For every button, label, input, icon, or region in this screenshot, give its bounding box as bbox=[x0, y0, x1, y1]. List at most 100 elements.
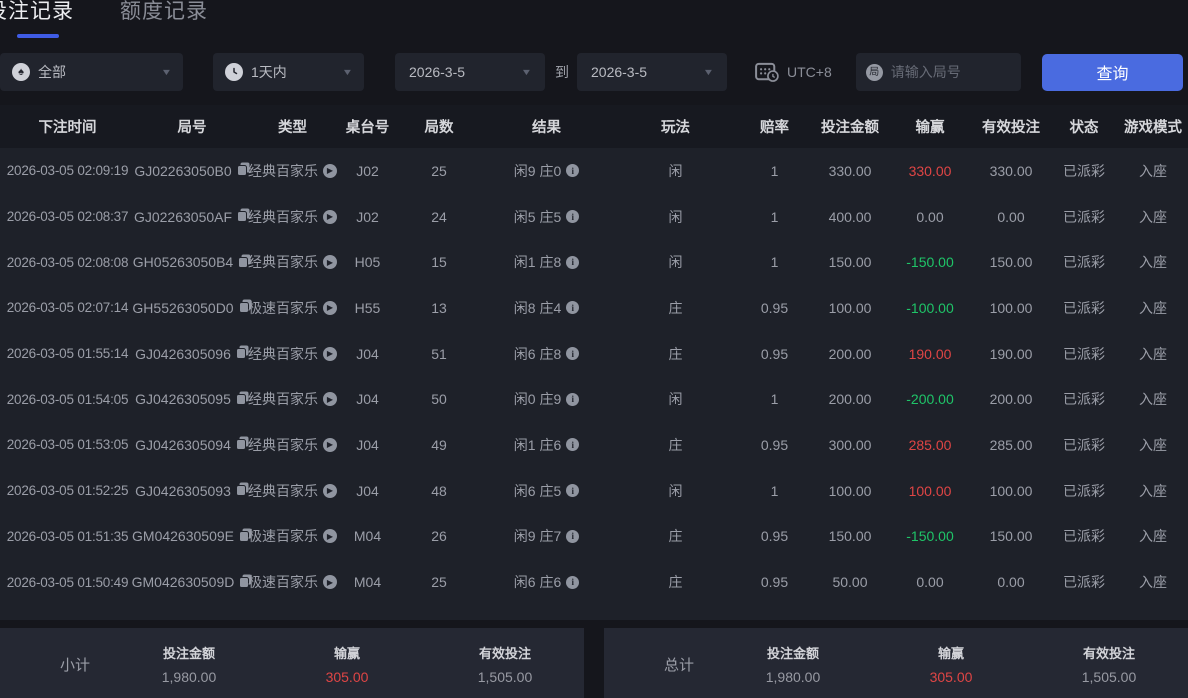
cell-valid-bet: 285.00 bbox=[989, 436, 1033, 453]
cell-table-no: J04 bbox=[356, 391, 379, 408]
cell-round-id: GJ0426305094 bbox=[135, 422, 249, 468]
cell-winloss: -100.00 bbox=[906, 299, 954, 316]
copy-icon[interactable] bbox=[238, 528, 252, 545]
copy-icon[interactable] bbox=[235, 482, 249, 499]
time-range-select[interactable]: 1天内 ▼ bbox=[213, 53, 364, 91]
info-icon[interactable]: i bbox=[566, 210, 580, 224]
cell-play: 闲 bbox=[668, 254, 683, 271]
cell-odds: 1 bbox=[770, 254, 779, 271]
round-id-text: GM042630509E bbox=[132, 528, 234, 545]
play-icon[interactable]: ▶ bbox=[323, 163, 337, 178]
date-from-value: 2026-3-5 bbox=[409, 64, 466, 80]
tab-bet-records[interactable]: 投注记录 bbox=[0, 0, 74, 45]
cell-bet-time: 2026-03-05 02:07:14 bbox=[6, 300, 129, 316]
info-icon[interactable]: i bbox=[566, 484, 580, 498]
copy-icon[interactable] bbox=[236, 162, 250, 179]
cell-table-no: J04 bbox=[356, 482, 379, 499]
copy-icon[interactable] bbox=[237, 208, 250, 225]
copy-icon[interactable] bbox=[235, 345, 249, 362]
summary-row: 小计 投注金额 1,980.00 输赢 305.00 有效投注 1,505.00… bbox=[0, 627, 1188, 698]
info-icon[interactable]: i bbox=[566, 575, 580, 589]
round-id-text: GM042630509D bbox=[131, 574, 235, 591]
result-text: 闲6 庄5 bbox=[513, 482, 562, 499]
cell-round-id: GH05263050B4 bbox=[133, 239, 251, 285]
cell-table-no: M04 bbox=[353, 528, 382, 545]
date-to-label: 到 bbox=[555, 64, 569, 80]
round-number-input[interactable] bbox=[890, 64, 1011, 80]
col-valid-bet: 有效投注 bbox=[982, 120, 1040, 136]
type-text: 经典百家乐 bbox=[248, 391, 318, 408]
cell-odds: 0.95 bbox=[760, 299, 789, 316]
chevron-down-icon: ▼ bbox=[341, 67, 354, 77]
copy-icon[interactable] bbox=[239, 574, 252, 591]
chevron-down-icon: ▼ bbox=[702, 67, 715, 77]
table-row: 2026-03-05 02:07:14 GH55263050D0 极速百家乐 ▶… bbox=[0, 285, 1188, 331]
play-icon[interactable]: ▶ bbox=[323, 575, 337, 590]
play-icon[interactable]: ▶ bbox=[323, 346, 337, 361]
date-to-value: 2026-3-5 bbox=[591, 64, 648, 80]
copy-icon[interactable] bbox=[235, 436, 249, 453]
play-icon[interactable]: ▶ bbox=[323, 437, 337, 452]
cell-valid-bet: 100.00 bbox=[989, 482, 1033, 499]
play-icon[interactable]: ▶ bbox=[323, 209, 337, 224]
cell-result: 闲9 庄0 i bbox=[479, 148, 614, 194]
cell-odds: 0.95 bbox=[760, 345, 789, 362]
total-valid-bet: 有效投注 1,505.00 bbox=[1081, 646, 1137, 686]
cell-type: 经典百家乐 ▶ bbox=[248, 239, 337, 285]
subtotal-label: 小计 bbox=[59, 656, 90, 674]
info-icon[interactable]: i bbox=[566, 529, 580, 543]
game-type-select[interactable]: ♠ 全部 ▼ bbox=[0, 53, 183, 91]
play-icon[interactable]: ▶ bbox=[323, 392, 337, 407]
play-icon[interactable]: ▶ bbox=[323, 483, 337, 498]
cell-play: 闲 bbox=[668, 391, 683, 408]
cell-valid-bet: 150.00 bbox=[989, 528, 1033, 545]
round-number-field[interactable]: 局 bbox=[855, 53, 1021, 91]
info-icon[interactable]: i bbox=[566, 392, 580, 406]
copy-icon[interactable] bbox=[238, 254, 251, 271]
cell-table-no: M04 bbox=[353, 574, 382, 591]
round-id-text: GJ0426305093 bbox=[135, 482, 231, 499]
info-icon[interactable]: i bbox=[566, 164, 580, 178]
cell-bet-amount: 100.00 bbox=[828, 299, 872, 316]
cell-status: 已派彩 bbox=[1063, 208, 1105, 225]
table-row: 2026-03-05 01:52:25 GJ0426305093 经典百家乐 ▶… bbox=[0, 468, 1188, 514]
info-icon[interactable]: i bbox=[566, 301, 580, 315]
table-row: 2026-03-05 01:54:05 GJ0426305095 经典百家乐 ▶… bbox=[0, 376, 1188, 422]
clock-icon bbox=[225, 63, 243, 81]
cell-play: 闲 bbox=[668, 162, 683, 179]
cell-round-id: GJ0426305096 bbox=[135, 331, 249, 377]
cell-bet-amount: 150.00 bbox=[828, 528, 872, 545]
date-from-select[interactable]: 2026-3-5 ▼ bbox=[395, 53, 545, 91]
cell-valid-bet: 150.00 bbox=[989, 254, 1033, 271]
info-icon[interactable]: i bbox=[566, 347, 580, 361]
cell-round: 25 bbox=[431, 162, 447, 179]
query-button[interactable]: 查询 bbox=[1042, 53, 1183, 91]
cell-valid-bet: 0.00 bbox=[997, 574, 1025, 591]
info-icon[interactable]: i bbox=[566, 255, 580, 269]
cell-bet-time: 2026-03-05 01:51:35 bbox=[6, 528, 129, 544]
copy-icon[interactable] bbox=[238, 299, 252, 316]
col-game-mode: 游戏模式 bbox=[1124, 120, 1182, 136]
col-round-id: 局号 bbox=[177, 120, 207, 136]
cell-odds: 1 bbox=[770, 162, 779, 179]
play-icon[interactable]: ▶ bbox=[323, 255, 337, 270]
cell-type: 经典百家乐 ▶ bbox=[248, 376, 337, 422]
chevron-down-icon: ▼ bbox=[520, 67, 533, 77]
tab-bar: 投注记录 额度记录 bbox=[0, 0, 1188, 45]
tab-quota-records[interactable]: 额度记录 bbox=[120, 0, 208, 45]
spade-icon: ♠ bbox=[12, 63, 30, 81]
cell-game-mode: 入座 bbox=[1139, 254, 1167, 271]
cell-valid-bet: 190.00 bbox=[989, 345, 1033, 362]
cell-round-id: GM042630509D bbox=[131, 559, 252, 605]
total-winloss: 输赢 305.00 bbox=[929, 646, 973, 686]
date-to-select[interactable]: 2026-3-5 ▼ bbox=[577, 53, 727, 91]
cell-bet-amount: 330.00 bbox=[828, 162, 872, 179]
cell-winloss: 100.00 bbox=[908, 482, 952, 499]
play-icon[interactable]: ▶ bbox=[323, 529, 337, 544]
play-icon[interactable]: ▶ bbox=[323, 300, 337, 315]
copy-icon[interactable] bbox=[235, 391, 249, 408]
round-id-text: GH55263050D0 bbox=[132, 299, 234, 316]
info-icon[interactable]: i bbox=[566, 438, 580, 452]
subtotal-winloss: 输赢 305.00 bbox=[325, 646, 369, 686]
cell-game-mode: 入座 bbox=[1139, 391, 1167, 408]
